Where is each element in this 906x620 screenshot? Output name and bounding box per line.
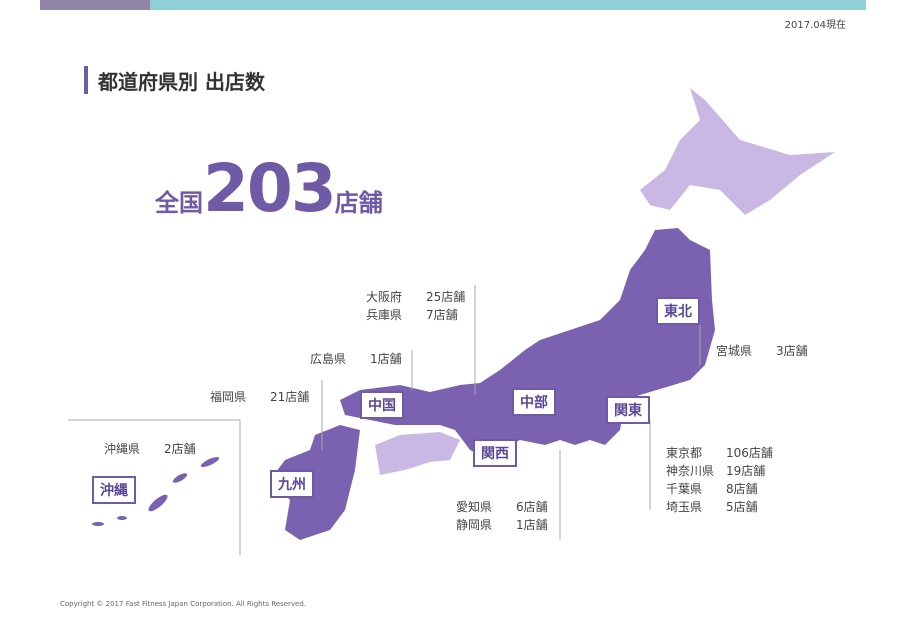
prefecture-name: 東京都 <box>666 446 703 460</box>
prefecture-row: 大阪府 25店舗 <box>366 288 465 306</box>
leader-lines <box>68 285 701 555</box>
title: 都道府県別 出店数 <box>98 70 265 94</box>
region-label: 中部 <box>512 388 556 416</box>
prefecture-list: 福岡県 21店舗 <box>210 388 309 406</box>
prefecture-name: 広島県 <box>310 352 347 366</box>
prefecture-name: 沖縄県 <box>104 442 141 456</box>
title-mark <box>84 66 88 94</box>
prefecture-list: 東京都 106店舗 神奈川県 19店舗千葉県 8店舗埼玉県 5店舗 <box>666 444 773 516</box>
prefecture-count: 8店舗 <box>726 482 758 496</box>
prefecture-row: 千葉県 8店舗 <box>666 480 773 498</box>
prefecture-name: 千葉県 <box>666 482 703 496</box>
prefecture-row: 福岡県 21店舗 <box>210 388 309 406</box>
prefecture-list: 愛知県 6店舗静岡県 1店舗 <box>456 498 548 534</box>
prefecture-list: 広島県 1店舗 <box>310 350 402 368</box>
prefecture-count: 2店舗 <box>164 442 196 456</box>
prefecture-row: 兵庫県 7店舗 <box>366 306 465 324</box>
honshu <box>340 228 715 455</box>
copyright: Copyright © 2017 Fast Fitness Japan Corp… <box>60 600 307 608</box>
total-number: 203 <box>203 150 337 227</box>
region-label: 九州 <box>270 470 314 498</box>
region-label: 中国 <box>360 391 404 419</box>
prefecture-row: 広島県 1店舗 <box>310 350 402 368</box>
prefecture-name: 神奈川県 <box>666 464 715 478</box>
prefecture-count: 3店舗 <box>776 344 808 358</box>
prefecture-count: 5店舗 <box>726 500 758 514</box>
region-label: 沖縄 <box>92 476 136 504</box>
prefecture-row: 静岡県 1店舗 <box>456 516 548 534</box>
prefecture-name: 愛知県 <box>456 500 493 514</box>
shikoku <box>375 432 460 475</box>
prefecture-count: 7店舗 <box>426 308 458 322</box>
date: 2017.04現在 <box>784 20 846 31</box>
prefecture-count: 19店舗 <box>726 464 766 478</box>
prefecture-row: 沖縄県 2店舗 <box>104 440 196 458</box>
prefecture-count: 25店舗 <box>426 290 466 304</box>
prefecture-name: 福岡県 <box>210 390 247 404</box>
prefecture-list: 大阪府 25店舗兵庫県 7店舗 <box>366 288 465 324</box>
prefecture-count: 1店舗 <box>370 352 402 366</box>
total-suffix: 店舗 <box>334 189 383 217</box>
region-label: 関東 <box>606 396 650 424</box>
prefecture-row: 埼玉県 5店舗 <box>666 498 773 516</box>
region-label: 関西 <box>473 439 517 467</box>
prefecture-row: 宮城県 3店舗 <box>716 342 808 360</box>
total: 全国203店舗 <box>155 150 383 227</box>
hokkaido <box>640 88 835 215</box>
header-bar <box>150 0 866 10</box>
region-label: 東北 <box>656 297 700 325</box>
prefecture-list: 宮城県 3店舗 <box>716 342 808 360</box>
prefecture-name: 大阪府 <box>366 290 403 304</box>
prefecture-row: 東京都 106店舗 <box>666 444 773 462</box>
prefecture-count: 1店舗 <box>516 518 548 532</box>
prefecture-row: 神奈川県 19店舗 <box>666 462 773 480</box>
prefecture-list: 沖縄県 2店舗 <box>104 440 196 458</box>
kyushu <box>270 425 360 540</box>
okinawa-islands <box>92 456 220 526</box>
prefecture-row: 愛知県 6店舗 <box>456 498 548 516</box>
prefecture-name: 静岡県 <box>456 518 493 532</box>
prefecture-name: 兵庫県 <box>366 308 403 322</box>
prefecture-name: 埼玉県 <box>666 500 703 514</box>
prefecture-count: 6店舗 <box>516 500 548 514</box>
prefecture-count: 106店舗 <box>726 446 773 460</box>
prefecture-count: 21店舗 <box>270 390 310 404</box>
header-bar <box>40 0 150 10</box>
prefecture-name: 宮城県 <box>716 344 753 358</box>
total-prefix: 全国 <box>155 189 203 217</box>
